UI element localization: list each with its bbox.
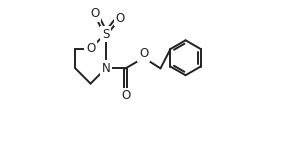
- Text: N: N: [101, 62, 110, 75]
- Text: S: S: [102, 28, 110, 41]
- Text: O: O: [139, 47, 148, 60]
- Text: O: O: [86, 42, 95, 55]
- Text: O: O: [116, 12, 125, 25]
- Text: O: O: [121, 89, 130, 102]
- Text: O: O: [90, 7, 100, 20]
